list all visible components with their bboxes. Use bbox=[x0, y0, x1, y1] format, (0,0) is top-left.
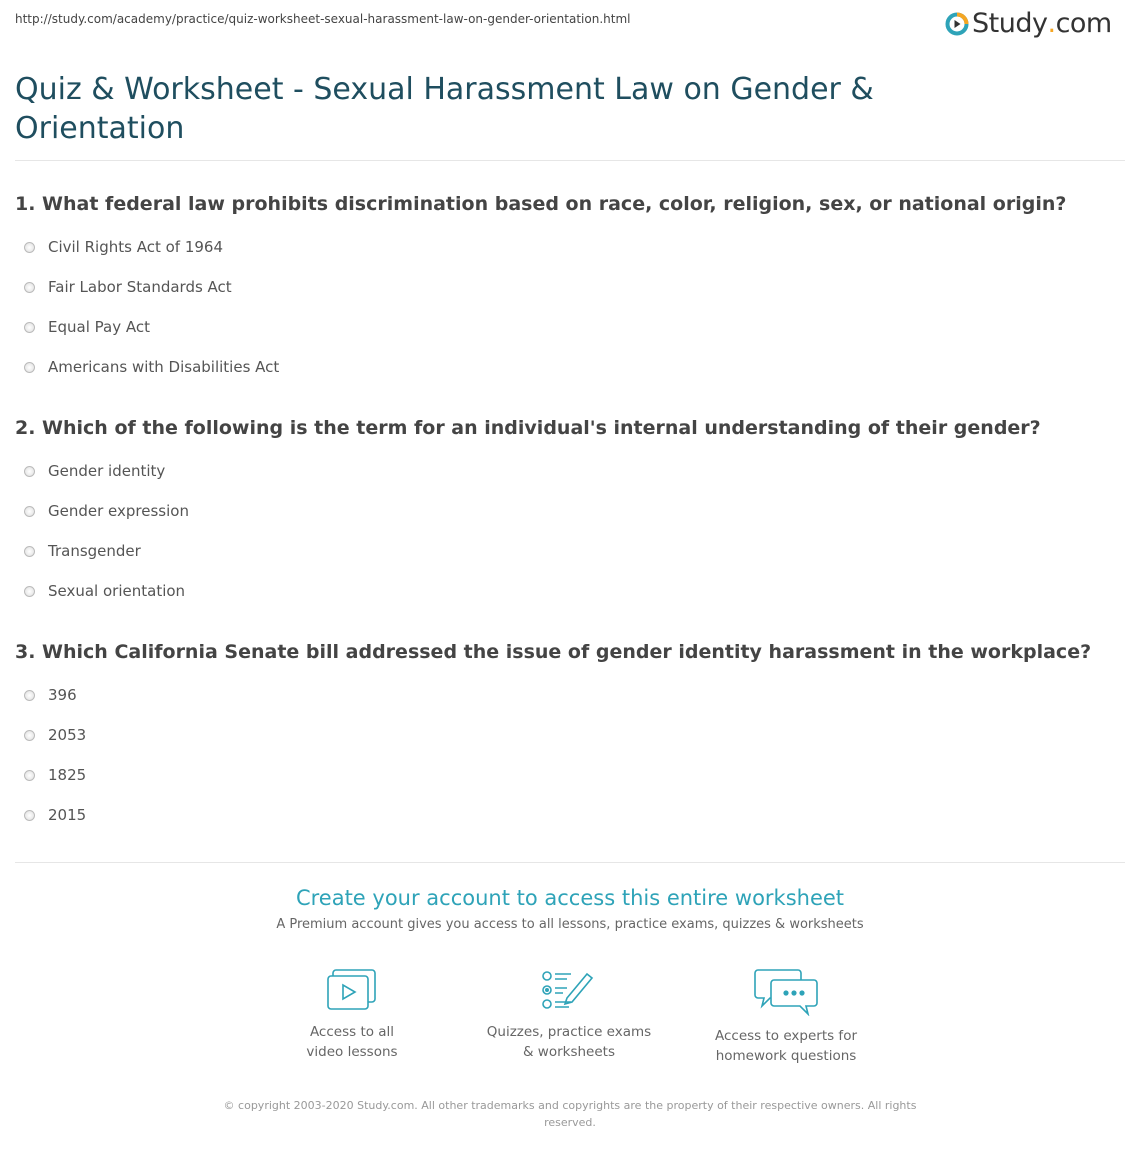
radio-button[interactable] bbox=[24, 361, 35, 373]
answer-option[interactable]: Sexual orientation bbox=[24, 582, 185, 600]
answer-option[interactable]: 396 bbox=[24, 686, 77, 704]
radio-button[interactable] bbox=[24, 321, 35, 333]
answer-option[interactable]: Fair Labor Standards Act bbox=[24, 278, 232, 296]
question-text: 2. Which of the following is the term fo… bbox=[15, 417, 1041, 439]
chat-experts-icon bbox=[754, 969, 818, 1016]
answer-label: Equal Pay Act bbox=[48, 318, 150, 336]
answer-label: Civil Rights Act of 1964 bbox=[48, 238, 223, 256]
answer-option[interactable]: 1825 bbox=[24, 766, 86, 784]
radio-button[interactable] bbox=[24, 545, 35, 557]
radio-button[interactable] bbox=[24, 505, 35, 517]
radio-button[interactable] bbox=[24, 769, 35, 781]
feature-line: homework questions bbox=[715, 1048, 857, 1064]
answer-option[interactable]: Civil Rights Act of 1964 bbox=[24, 238, 223, 256]
answer-label: Gender expression bbox=[48, 502, 189, 520]
answer-option[interactable]: 2015 bbox=[24, 806, 86, 824]
radio-button[interactable] bbox=[24, 241, 35, 253]
answer-label: 1825 bbox=[48, 766, 87, 784]
feature-line: Access to all bbox=[309, 1024, 395, 1040]
question-text: 1. What federal law prohibits discrimina… bbox=[15, 193, 1067, 215]
radio-button[interactable] bbox=[24, 729, 35, 741]
answer-label: 2053 bbox=[48, 726, 87, 744]
answer-option[interactable]: Gender identity bbox=[24, 462, 165, 480]
radio-button[interactable] bbox=[24, 585, 35, 597]
logo-text: Study bbox=[972, 8, 1048, 39]
radio-button[interactable] bbox=[24, 809, 35, 821]
page-url: http://study.com/academy/practice/quiz-w… bbox=[15, 12, 631, 26]
answer-label: Gender identity bbox=[48, 462, 166, 480]
answer-label: Fair Labor Standards Act bbox=[48, 278, 232, 296]
feature-experts: Access to experts for homework questions bbox=[686, 968, 886, 1066]
quiz-worksheet-icon bbox=[542, 971, 594, 1009]
answer-option[interactable]: Equal Pay Act bbox=[24, 318, 150, 336]
feature-line: Quizzes, practice exams bbox=[486, 1024, 652, 1040]
answer-label: Americans with Disabilities Act bbox=[48, 358, 280, 376]
radio-button[interactable] bbox=[24, 689, 35, 701]
radio-button[interactable] bbox=[24, 465, 35, 477]
answer-option[interactable]: 2053 bbox=[24, 726, 86, 744]
answer-label: 2015 bbox=[48, 806, 87, 824]
question-text: 3. Which California Senate bill addresse… bbox=[15, 641, 1092, 663]
answer-option[interactable]: Gender expression bbox=[24, 502, 189, 520]
answer-option[interactable]: Americans with Disabilities Act bbox=[24, 358, 279, 376]
cta-subtitle: A Premium account gives you access to al… bbox=[276, 917, 864, 932]
feature-video-lessons: Access to all video lessons bbox=[252, 968, 452, 1062]
divider bbox=[15, 160, 1125, 161]
answer-label: 396 bbox=[48, 686, 77, 704]
study-logo[interactable]: Study. com bbox=[945, 8, 1112, 39]
page-title: Quiz & Worksheet - Sexual Harassment Law… bbox=[15, 72, 874, 146]
radio-button[interactable] bbox=[24, 281, 35, 293]
video-lessons-icon bbox=[327, 969, 376, 1010]
divider bbox=[15, 862, 1125, 863]
logo-suffix: com bbox=[1055, 8, 1113, 39]
play-logo-icon bbox=[945, 12, 969, 35]
cta-title[interactable]: Create your account to access this entir… bbox=[295, 886, 845, 910]
logo-dot: . bbox=[1047, 8, 1056, 39]
answer-label: Sexual orientation bbox=[48, 582, 186, 600]
answer-label: Transgender bbox=[48, 542, 141, 560]
feature-line: video lessons bbox=[306, 1044, 398, 1060]
copyright: © copyright 2003-2020 Study.com. All oth… bbox=[223, 1099, 917, 1129]
answer-option[interactable]: Transgender bbox=[24, 542, 141, 560]
feature-line: & worksheets bbox=[522, 1044, 615, 1060]
feature-line: Access to experts for bbox=[714, 1028, 857, 1044]
feature-quizzes: Quizzes, practice exams & worksheets bbox=[469, 968, 669, 1062]
